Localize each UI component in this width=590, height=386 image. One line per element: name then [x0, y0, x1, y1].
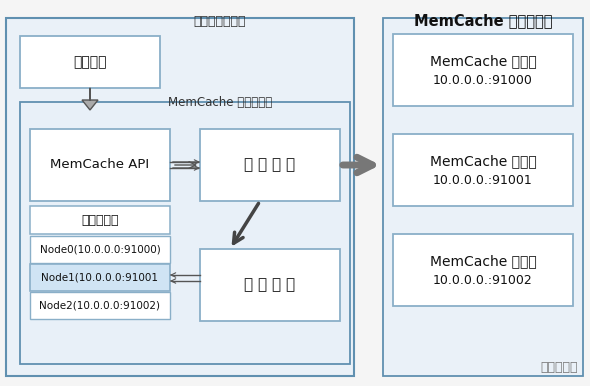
Bar: [393, 234, 573, 306]
Bar: [20, 36, 160, 88]
Bar: [393, 134, 573, 206]
Text: MemCache 服务器集群: MemCache 服务器集群: [414, 13, 552, 28]
Text: Node0(10.0.0.0:91000): Node0(10.0.0.0:91000): [40, 245, 160, 255]
Bar: [30, 206, 170, 234]
Text: 10.0.0.0.:91002: 10.0.0.0.:91002: [433, 274, 533, 288]
Text: MemCache 服务器: MemCache 服务器: [430, 54, 536, 68]
Bar: [393, 34, 573, 106]
Bar: [383, 18, 583, 376]
Bar: [6, 18, 354, 376]
Text: Node2(10.0.0.0:91002): Node2(10.0.0.0:91002): [40, 301, 160, 311]
Text: 服务器列表: 服务器列表: [81, 213, 119, 227]
Bar: [200, 129, 340, 201]
Text: 风行手游网: 风行手游网: [540, 361, 578, 374]
Text: 应用程序服务器: 应用程序服务器: [194, 15, 246, 28]
Text: MemCache 服务器: MemCache 服务器: [430, 154, 536, 168]
Bar: [20, 102, 350, 364]
Text: MemCache 客户端程序: MemCache 客户端程序: [168, 96, 272, 109]
Bar: [200, 249, 340, 321]
Bar: [30, 129, 170, 201]
Bar: [30, 236, 170, 263]
Bar: [30, 292, 170, 319]
Text: MemCache API: MemCache API: [50, 159, 149, 171]
FancyArrow shape: [82, 88, 98, 110]
Text: 10.0.0.0.:91001: 10.0.0.0.:91001: [433, 174, 533, 188]
Text: Node1(10.0.0.0:91001: Node1(10.0.0.0:91001: [41, 273, 159, 283]
Bar: [30, 264, 170, 291]
Text: 路 由 算 法: 路 由 算 法: [244, 278, 296, 293]
Text: 应用程序: 应用程序: [73, 55, 107, 69]
Text: 10.0.0.0.:91000: 10.0.0.0.:91000: [433, 74, 533, 88]
Text: MemCache 服务器: MemCache 服务器: [430, 254, 536, 268]
Text: 通 信 模 块: 通 信 模 块: [244, 157, 296, 173]
